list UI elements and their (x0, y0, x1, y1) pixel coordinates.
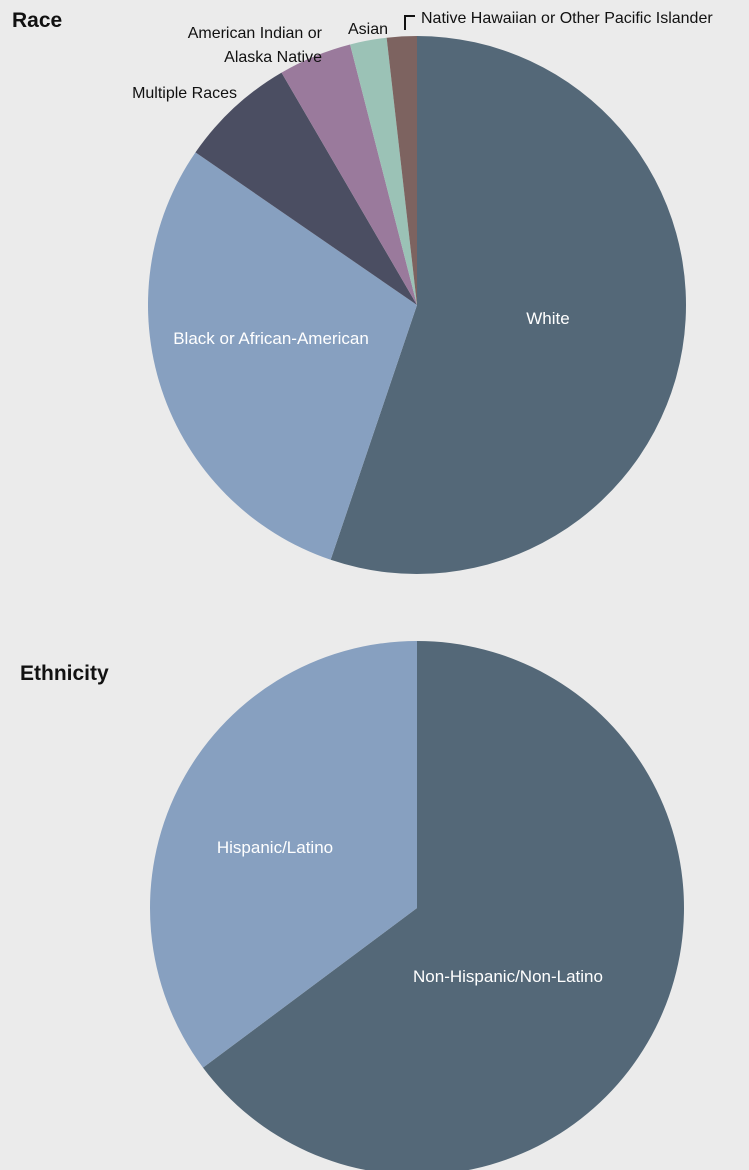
ethnicity-pie (149, 641, 684, 1170)
race-label-american-indian-or-alaska-native: American Indian or Alaska Native (188, 25, 323, 66)
race-slice-multiple-races (195, 72, 417, 305)
race-pie-labels: White Black or African-American Multiple R… (132, 10, 713, 348)
race-pie (147, 36, 687, 574)
race-slice-black-or-african-american (147, 152, 418, 560)
ethnicity-slice-non-hispanic-non-latino (202, 641, 684, 1170)
race-slice-white (330, 36, 687, 574)
race-slice-native-hawaiian-or-other-pacific-islander (386, 36, 417, 305)
race-label-white: White (526, 309, 569, 328)
ethnicity-slice-hispanic-latino (149, 641, 417, 1068)
race-chart-title: Race (12, 9, 62, 32)
race-slice-american-indian-or-alaska-native (281, 44, 417, 305)
race-leader-native-hawaiian-or-other-pacific-islander (404, 15, 415, 30)
ethnicity-label-non-hispanic-non-latino: Non-Hispanic/Non-Latino (413, 967, 603, 986)
ethnicity-chart-title: Ethnicity (20, 662, 109, 685)
race-label-asian: Asian (348, 21, 388, 38)
ethnicity-label-hispanic-latino: Hispanic/Latino (217, 838, 333, 857)
race-slice-asian (350, 37, 417, 305)
race-label-black-or-african-american: Black or African-American (173, 329, 369, 348)
ethnicity-pie-labels: Non-Hispanic/Non-Latino Hispanic/Latino (217, 838, 603, 986)
race-label-native-hawaiian-or-other-pacific-islander: Native Hawaiian or Other Pacific Islande… (421, 10, 713, 27)
race-label-multiple-races: Multiple Races (132, 85, 237, 102)
